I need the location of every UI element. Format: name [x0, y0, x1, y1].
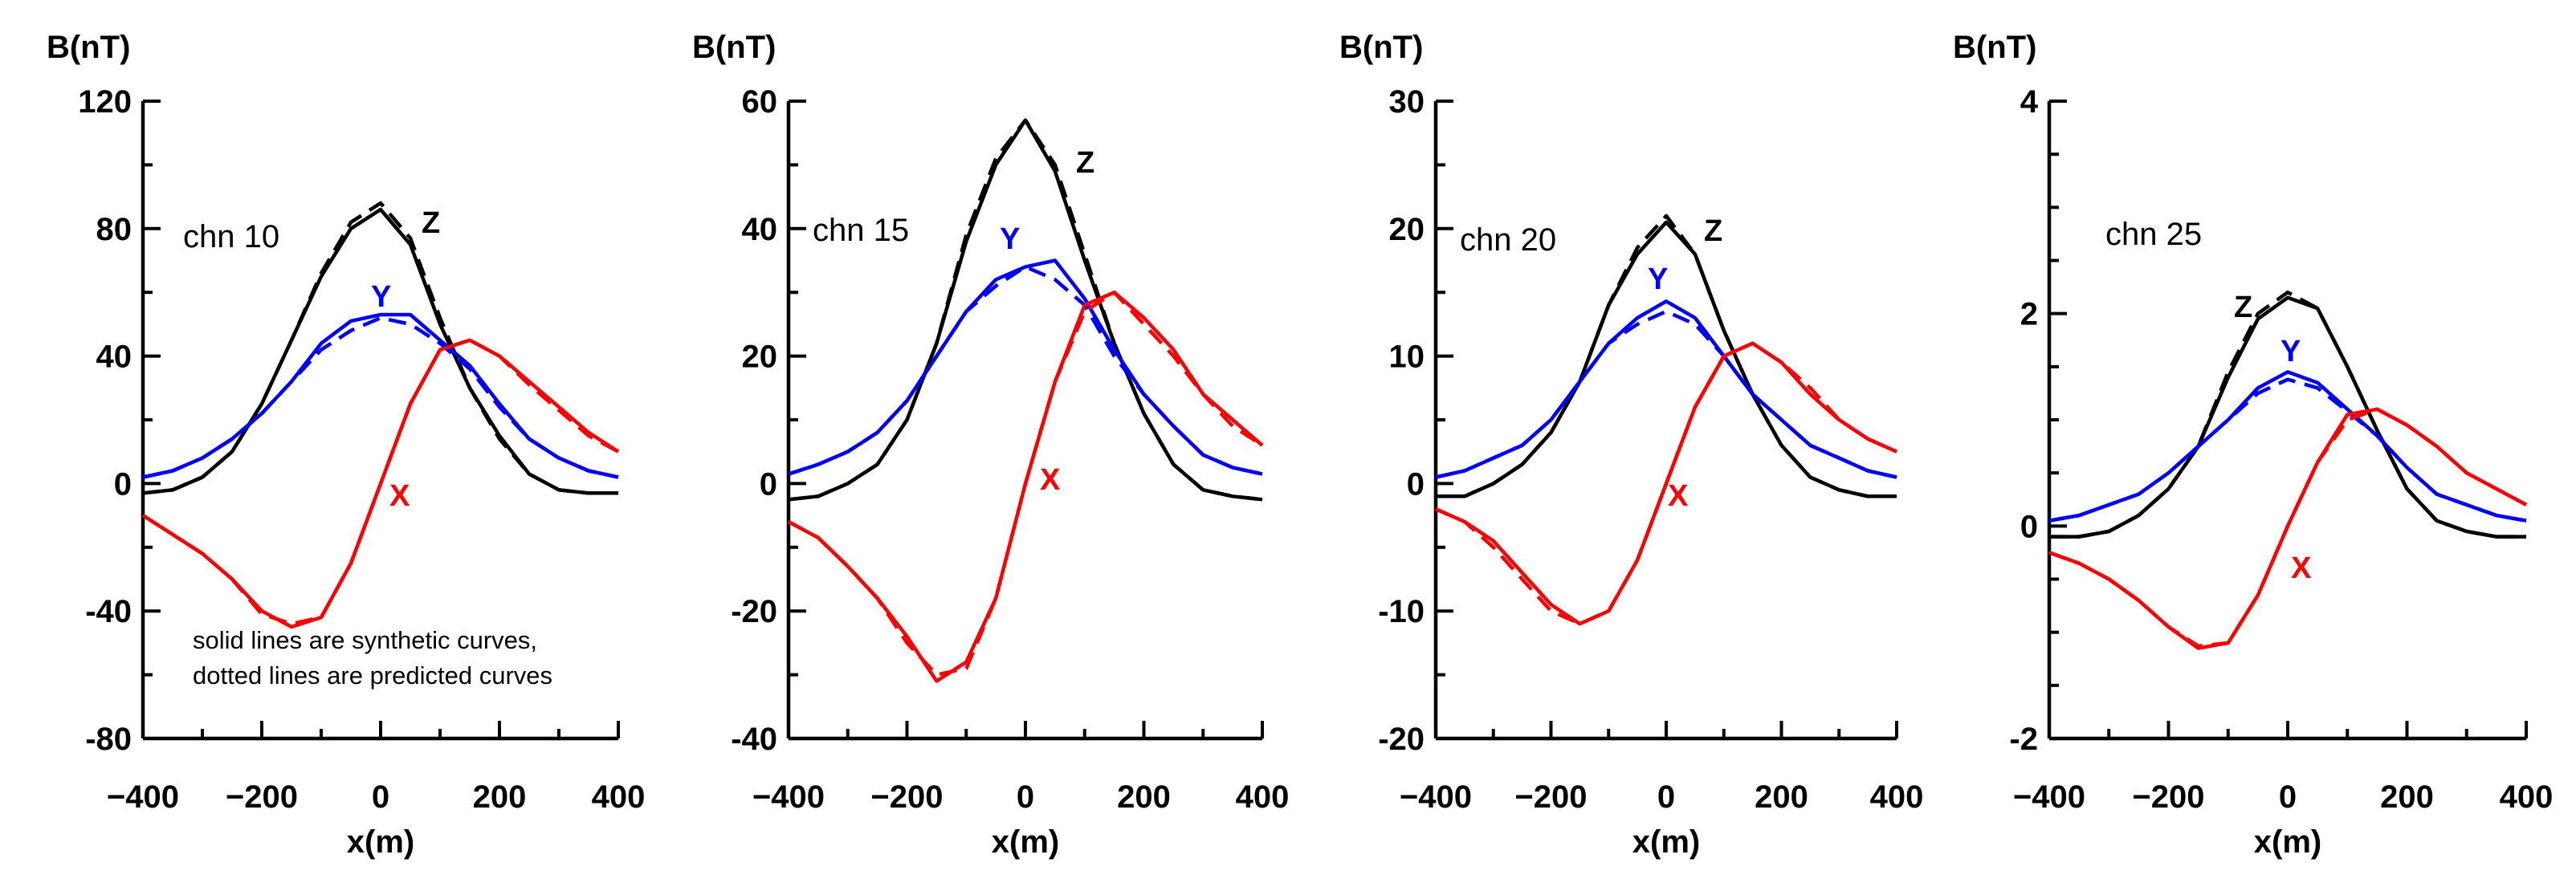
series-y-predicted-line — [2048, 377, 2527, 523]
x-tick-label: 0 — [1017, 779, 1034, 815]
series-z-predicted-line — [1436, 214, 1897, 498]
x-tick-label: 0 — [372, 779, 389, 815]
x-tick-label: −200 — [1514, 779, 1587, 815]
x-tick-label: 0 — [1657, 779, 1675, 815]
y-tick-label: 0 — [2020, 509, 2038, 544]
y-tick-label: 4 — [2020, 84, 2039, 120]
y-tick-label: 0 — [114, 466, 132, 502]
series-y-label: Y — [2280, 335, 2301, 368]
y-tick-label: 2 — [2020, 297, 2038, 332]
x-tick-label: 200 — [2380, 779, 2434, 815]
y-axis-title: B(nT) — [1953, 30, 2036, 65]
x-axis-title: x(m) — [992, 824, 1059, 860]
x-tick-label: 400 — [1870, 779, 1924, 815]
series-y-label: Y — [1000, 222, 1020, 256]
series-z-predicted-line — [788, 118, 1263, 502]
x-tick-label: 400 — [2500, 779, 2554, 815]
y-tick-label: 10 — [1389, 340, 1425, 375]
y-tick-label: 0 — [1407, 466, 1425, 502]
y-tick-label: 20 — [1389, 212, 1425, 247]
series-z-label: Z — [2234, 291, 2252, 324]
series-x-predicted-line — [1435, 341, 1897, 626]
y-tick-label: -20 — [731, 594, 777, 629]
series-y-predicted-line — [142, 315, 619, 479]
chart-panel-1: -80 -40 0 40 80 120 −400 −200 0 200 400 B(nT) x(m) ch… — [47, 30, 645, 860]
series-z-label: Z — [1704, 214, 1722, 248]
x-tick-label: −200 — [2132, 779, 2204, 815]
x-tick-label: 200 — [1117, 779, 1171, 815]
x-tick-label: −400 — [2013, 779, 2085, 815]
series-x-predicted-line — [141, 338, 620, 626]
y-tick-label: -10 — [1378, 594, 1425, 629]
y-axis-title: B(nT) — [692, 30, 776, 65]
series-x-label: X — [389, 479, 410, 513]
x-axis-title: x(m) — [347, 824, 414, 860]
x-axis-title: x(m) — [1632, 824, 1700, 860]
y-tick-label: 80 — [96, 212, 132, 247]
y-tick-label: -40 — [85, 594, 132, 629]
series-z-label: Z — [422, 206, 440, 240]
x-tick-label: 400 — [1236, 779, 1290, 815]
figure-note-line: dotted lines are predicted curves — [193, 661, 552, 690]
x-axis-title: x(m) — [2254, 824, 2321, 860]
series-x-label: X — [1668, 479, 1689, 513]
series-y-synthetic-line — [1435, 299, 1897, 479]
figure-note-line: solid lines are synthetic curves, — [193, 626, 537, 654]
channel-label: chn 20 — [1460, 222, 1556, 258]
chart-panel-4: -2 0 2 4 −400 −200 0 200 400 B(nT) x(m) chn 25 ZY X — [1953, 30, 2553, 860]
channel-label: chn 15 — [813, 213, 909, 248]
series-x-label: X — [1040, 463, 1061, 497]
series-y-label: Y — [1648, 262, 1668, 296]
y-tick-label: -2 — [2009, 722, 2038, 757]
y-axis-title: B(nT) — [1339, 30, 1423, 65]
series-y-label: Y — [371, 280, 391, 314]
series-y-synthetic-line — [2048, 370, 2527, 523]
chart-panel-2: -40 -20 0 20 40 60 −400 −200 0 200 400 B(nT) x(m) chn… — [692, 30, 1289, 860]
x-tick-label: 200 — [1755, 779, 1808, 815]
x-tick-label: −400 — [107, 779, 179, 815]
x-tick-label: 200 — [473, 779, 527, 815]
y-tick-label: 60 — [742, 84, 778, 120]
y-tick-label: 30 — [1389, 84, 1425, 120]
x-tick-label: 400 — [592, 779, 646, 815]
x-tick-label: 0 — [2279, 779, 2297, 815]
y-tick-label: -20 — [1378, 722, 1425, 757]
channel-label: chn 10 — [183, 219, 279, 254]
channel-label: chn 25 — [2105, 217, 2202, 252]
y-tick-label: -40 — [731, 722, 777, 757]
series-y-predicted-line — [788, 265, 1263, 476]
y-axis-title: B(nT) — [47, 30, 130, 65]
series-y-synthetic-line — [788, 258, 1263, 476]
x-tick-label: −400 — [752, 779, 825, 815]
series-z-predicted-line — [2049, 290, 2526, 539]
x-tick-label: −400 — [1400, 779, 1472, 815]
series-y-predicted-line — [1435, 309, 1897, 479]
x-tick-label: −200 — [226, 779, 298, 815]
series-z-label: Z — [1076, 146, 1094, 180]
y-tick-label: 40 — [742, 212, 778, 247]
series-x-predicted-line — [2048, 407, 2528, 649]
series-x-predicted-line — [787, 290, 1264, 677]
y-tick-label: 120 — [78, 84, 132, 120]
series-x-label: X — [2291, 551, 2312, 585]
y-tick-label: 20 — [742, 340, 778, 375]
y-tick-label: 0 — [760, 466, 777, 502]
series-z-predicted-line — [142, 201, 618, 495]
x-tick-label: −200 — [870, 779, 943, 815]
chart-panel-3: -20 -10 0 10 20 30 −400 −200 0 200 400 B(nT) x(m) chn… — [1339, 30, 1923, 860]
y-tick-label: -80 — [85, 722, 132, 757]
y-tick-label: 40 — [96, 340, 132, 375]
